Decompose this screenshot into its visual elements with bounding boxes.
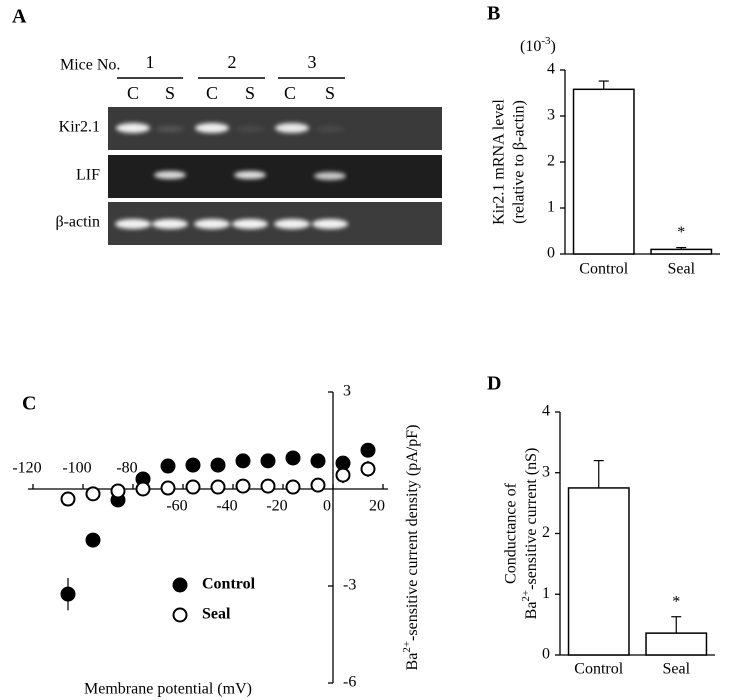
axis-label: Ba2+-sensitive current (nS) <box>520 448 540 620</box>
x-axis-label: Membrane potential (mV) <box>84 681 252 698</box>
y-tick-label: 0 <box>547 245 555 262</box>
label-part: (10 <box>520 38 541 55</box>
bar <box>645 632 708 656</box>
mouse-label: 3 <box>308 52 317 72</box>
label-part: ) <box>551 38 556 55</box>
label-part: -sensitive current (nS) <box>523 448 540 590</box>
marker <box>235 478 251 494</box>
row-label: β-actin <box>55 214 100 231</box>
lane-label: S <box>325 83 335 103</box>
annotation: * <box>677 224 685 241</box>
axis-label: Conductance of <box>503 482 520 584</box>
mouse-label: 1 <box>146 52 155 72</box>
x-tick-label: -120 <box>12 460 41 477</box>
marker <box>260 453 276 469</box>
panel-label: A <box>12 6 27 28</box>
lane-label: S <box>165 83 175 103</box>
marker <box>360 461 376 477</box>
panel-label: D <box>487 373 501 395</box>
y-tick-label: 1 <box>547 199 555 216</box>
y-tick-label: 2 <box>547 153 555 170</box>
marker <box>335 467 351 483</box>
x-tick-label: -20 <box>266 498 287 515</box>
y-tick-label: 3 <box>343 383 351 400</box>
marker <box>185 457 201 473</box>
axis-label: Kir2.1 mRNA level <box>491 99 508 225</box>
y-tick-label: 2 <box>542 524 550 541</box>
x-tick-label: 0 <box>323 498 331 515</box>
superscript: 2+ <box>520 590 532 602</box>
lane-label: S <box>245 83 255 103</box>
panel-a: A Mice No. 1 2 3 C S C S C S Kir2.1 LIF … <box>12 6 442 245</box>
x-tick-label: Seal <box>667 261 695 278</box>
row-label: LIF <box>76 167 100 184</box>
x-tick-label: Control <box>579 261 628 278</box>
gel-header: Mice No. <box>60 57 120 74</box>
x-tick-label: Control <box>574 661 623 678</box>
bar <box>572 88 635 255</box>
gel-bands <box>115 123 348 229</box>
mouse-label: 2 <box>228 52 237 72</box>
axis-label: Ba2+-sensitive current density (pA/pF) <box>401 425 421 671</box>
bar <box>567 487 630 656</box>
axis-label: (10-3) <box>520 35 556 55</box>
marker <box>260 478 276 494</box>
x-tick-label: -80 <box>116 460 137 477</box>
marker <box>110 483 126 499</box>
panel-label: C <box>22 393 36 415</box>
y-tick-label: -6 <box>343 674 356 691</box>
axis-label: (relative to β-actin) <box>511 100 528 224</box>
marker <box>310 477 326 493</box>
x-tick-label: -40 <box>216 498 237 515</box>
y-tick-label: 4 <box>547 61 555 78</box>
y-tick-label: 0 <box>542 646 550 663</box>
y-tick-label: 3 <box>542 463 550 480</box>
marker <box>310 453 326 469</box>
marker <box>135 481 151 497</box>
x-tick-label: -60 <box>166 498 187 515</box>
x-tick-label: -100 <box>62 460 91 477</box>
marker <box>210 479 226 495</box>
annotation: * <box>672 593 680 610</box>
marker <box>235 453 251 469</box>
superscript: -3 <box>541 35 551 47</box>
superscript: 2+ <box>401 641 413 653</box>
lane-label: C <box>284 83 296 103</box>
legend-label: Seal <box>202 606 231 623</box>
y-tick-label: -3 <box>343 577 356 594</box>
marker <box>360 442 376 458</box>
panel-label: B <box>487 3 500 25</box>
y-tick-label: 4 <box>542 403 550 420</box>
marker <box>160 480 176 496</box>
label-part: Ba <box>523 602 540 620</box>
marker <box>185 479 201 495</box>
y-tick-label: 3 <box>547 107 555 124</box>
lane-label: C <box>127 83 139 103</box>
x-tick-label: 20 <box>369 498 385 515</box>
y-tick-label: 1 <box>542 585 550 602</box>
marker <box>60 586 76 602</box>
marker <box>85 532 101 548</box>
marker <box>160 458 176 474</box>
lane-label: C <box>206 83 218 103</box>
x-tick-label: Seal <box>662 661 690 678</box>
marker <box>285 450 301 466</box>
marker <box>210 457 226 473</box>
bar <box>650 248 713 255</box>
marker <box>285 479 301 495</box>
label-part: Ba <box>404 653 421 671</box>
marker <box>85 486 101 502</box>
legend-marker <box>172 577 188 593</box>
legend-label: Control <box>202 576 256 593</box>
label-part: -sensitive current density (pA/pF) <box>404 425 421 641</box>
legend-marker <box>172 607 188 623</box>
marker <box>60 491 76 507</box>
row-label: Kir2.1 <box>59 119 100 136</box>
